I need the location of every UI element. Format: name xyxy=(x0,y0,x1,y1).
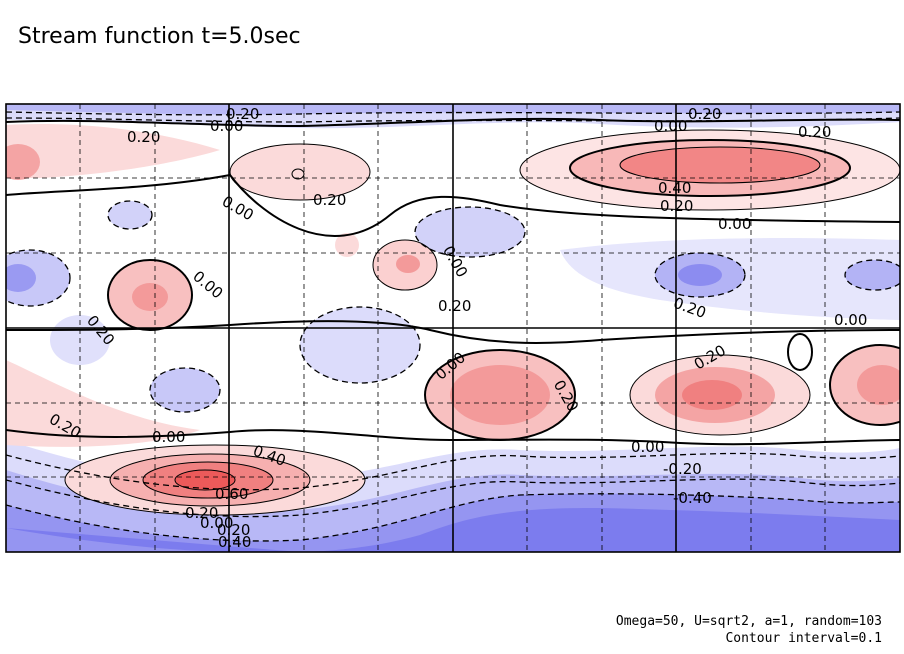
right-blue-low-core xyxy=(678,264,722,286)
neg-contour-8 xyxy=(299,306,421,384)
center-high-core xyxy=(396,255,420,273)
contour-label: 0.20 xyxy=(217,521,250,539)
contour-bottom-2 xyxy=(109,453,311,507)
contour-label: 0.00 xyxy=(718,215,751,233)
grid-lines xyxy=(6,104,900,552)
contour-top-right-2 xyxy=(569,139,851,197)
top-right-red-3 xyxy=(620,147,820,183)
neg-contour-1 xyxy=(6,452,900,491)
contour-label: 0.00 xyxy=(200,514,233,532)
left-blue-low-core xyxy=(6,264,36,292)
contour-right-lower xyxy=(629,354,811,436)
contour-label: 0.40 xyxy=(658,179,691,197)
contour-bottom-4 xyxy=(174,469,236,491)
contour-interval-note: Contour interval=0.1 xyxy=(725,631,882,646)
mid-lower-high-2 xyxy=(450,365,550,425)
left-lower-red xyxy=(6,360,200,447)
neg-contour-7 xyxy=(414,206,526,258)
bottom-high-core xyxy=(175,470,235,490)
contour-top-right-3 xyxy=(619,146,821,184)
top-center-red xyxy=(230,144,370,200)
contour-label: 0.00 xyxy=(152,428,185,446)
contour-label: 0.20 xyxy=(127,128,160,146)
contour-bottom-3 xyxy=(142,461,274,499)
contour-label: 0.20 xyxy=(438,297,471,315)
contour-center-high xyxy=(372,239,438,291)
contour-small-circle-2 xyxy=(291,168,305,180)
contour-small-circle xyxy=(787,333,813,371)
contour-label: 0.00 xyxy=(654,117,687,135)
neg-contour-3 xyxy=(6,493,900,542)
zero-contour-lower xyxy=(6,429,900,446)
contour-mid-lower xyxy=(424,349,576,441)
contour-label: -0.40 xyxy=(673,489,712,507)
major-grid-lines xyxy=(6,104,900,552)
neg-contour-4 xyxy=(6,111,900,116)
contour-far-right xyxy=(829,344,900,426)
contour-top-center xyxy=(229,143,371,201)
contour-label: 0.00 xyxy=(834,311,867,329)
small-blue-1 xyxy=(108,201,152,229)
parameters-note: Omega=50, U=sqrt2, a=1, random=103 xyxy=(615,614,882,629)
far-right-blue xyxy=(845,260,900,290)
right-lower-high-3 xyxy=(682,380,742,410)
left-blue-low xyxy=(6,250,70,306)
neg-contour-10 xyxy=(107,200,153,230)
negative-contour-lines xyxy=(6,111,900,542)
contour-label: 0.20 xyxy=(798,123,831,141)
center-blue xyxy=(300,307,420,383)
contour-label: 0.20 xyxy=(313,191,346,209)
contour-label: 0.20 xyxy=(688,105,721,123)
contour-label: 0.20 xyxy=(660,197,693,215)
contour-label: 0.40 xyxy=(218,533,251,551)
contour-label: 0.00 xyxy=(210,117,243,135)
contour-label: 0.60 xyxy=(215,485,248,503)
lower-left-blue xyxy=(150,368,220,412)
contour-label: -0.20 xyxy=(663,460,702,478)
neg-contour-9 xyxy=(149,367,221,413)
contour-label: 0.20 xyxy=(185,504,218,522)
neg-contour-12 xyxy=(844,259,900,291)
zero-contour-upper xyxy=(6,173,900,237)
neg-contour-5 xyxy=(6,117,900,123)
contour-label: 0.20 xyxy=(226,105,259,123)
top-left-red xyxy=(6,124,220,178)
chart-title: Stream function t=5.0sec xyxy=(18,24,301,49)
left-high-core xyxy=(132,283,168,311)
small-red xyxy=(335,233,359,257)
neg-contour-11 xyxy=(6,249,71,307)
neg-contour-2 xyxy=(6,478,900,518)
top-left-red-core xyxy=(6,144,40,180)
contour-label: 0.00 xyxy=(631,438,664,456)
contour-left-high xyxy=(107,259,193,331)
upper-mid-blue xyxy=(415,207,525,257)
contour-top-right-1 xyxy=(519,129,900,211)
plot-frame xyxy=(5,103,901,553)
far-right-high-core xyxy=(857,365,900,405)
